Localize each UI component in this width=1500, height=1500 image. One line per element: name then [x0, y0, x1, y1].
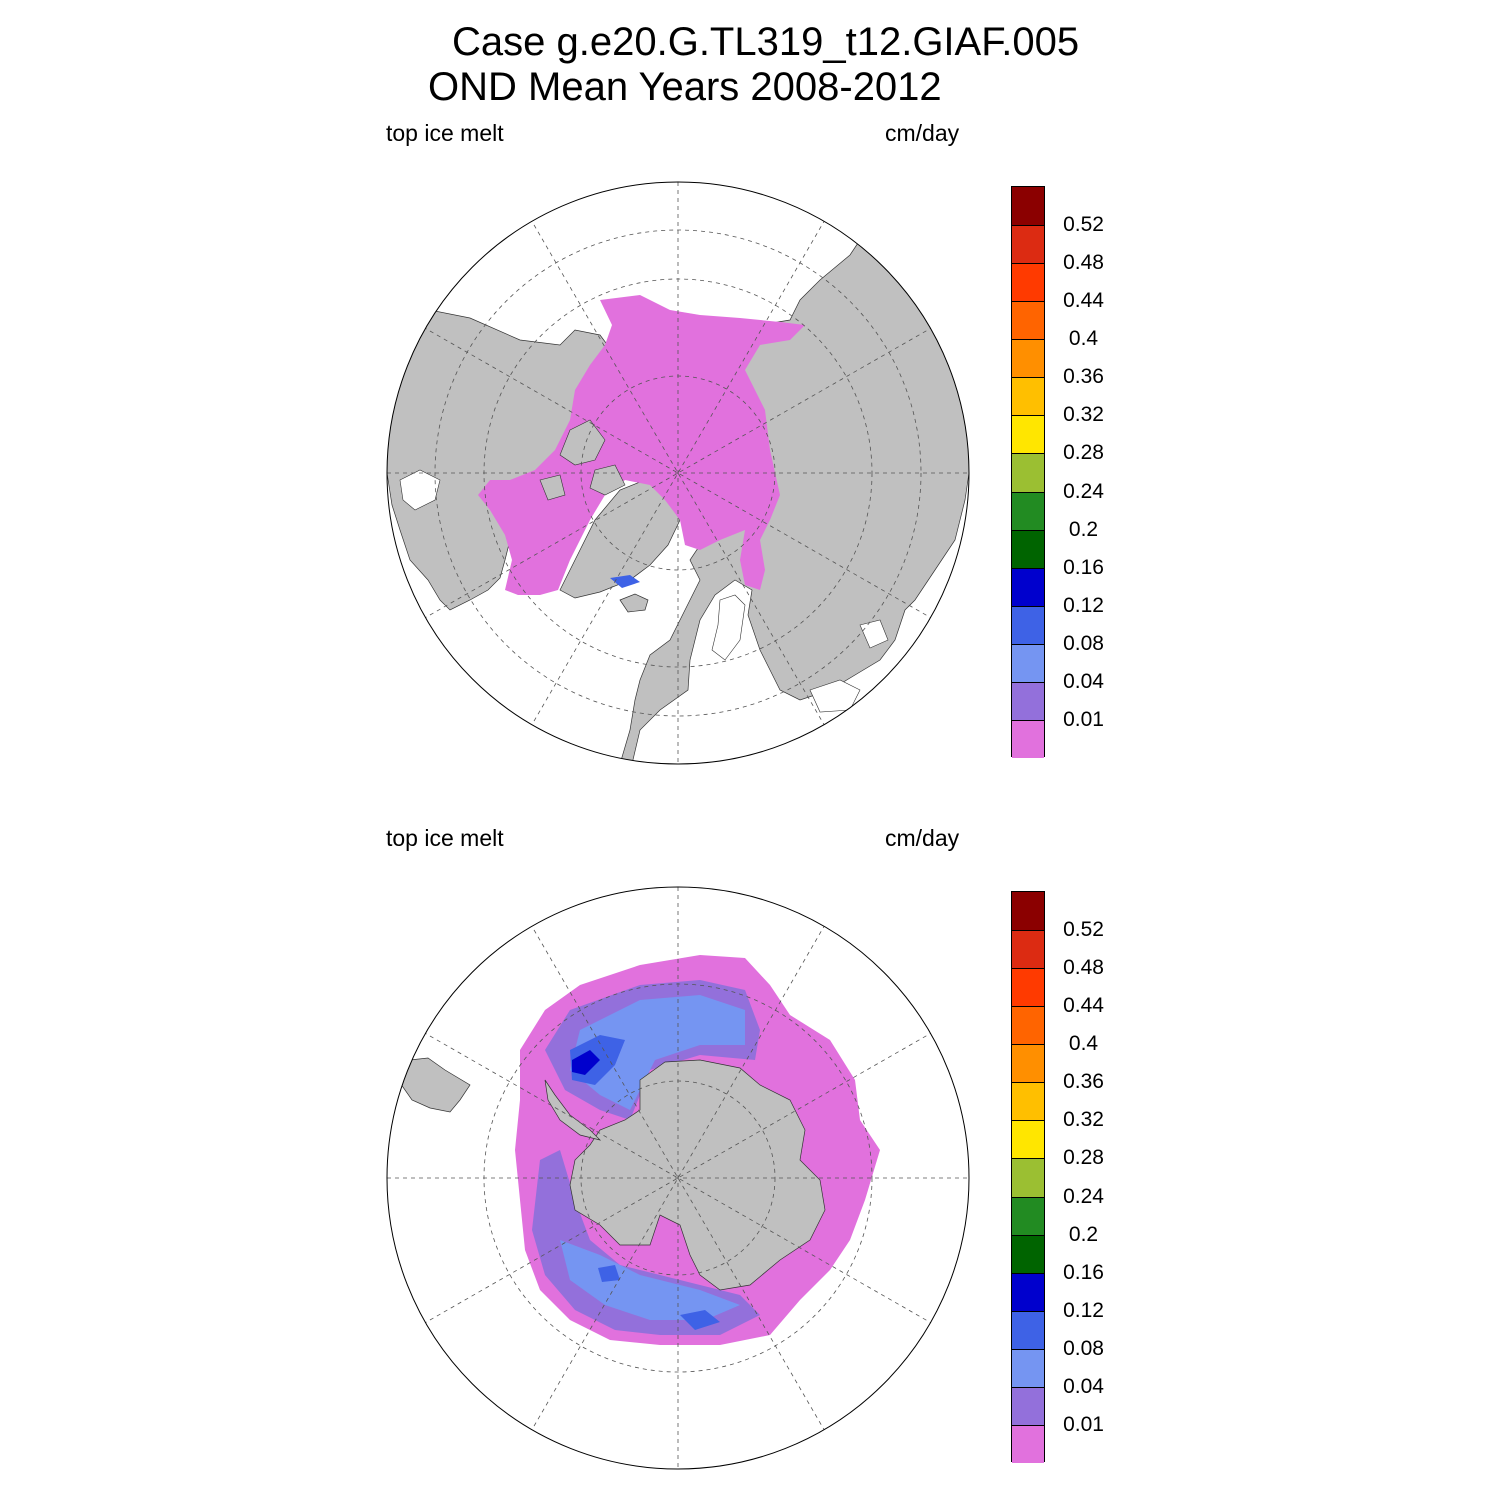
colorbar-segment — [1012, 339, 1044, 378]
colorbar-segment — [1012, 415, 1044, 454]
south-graticule — [387, 887, 969, 1469]
colorbar-segment — [1012, 1234, 1044, 1273]
colorbar-segment — [1012, 930, 1044, 969]
colorbar-label: 0.32 — [1063, 403, 1104, 427]
colorbar-segment — [1012, 719, 1044, 758]
colorbar-label: 0.36 — [1063, 365, 1104, 389]
colorbar-label: 0.36 — [1063, 1070, 1104, 1094]
figure-title-line1: Case g.e20.G.TL319_t12.GIAF.005 — [452, 20, 1080, 64]
colorbar-segment — [1012, 187, 1044, 226]
colorbar-label: 0.16 — [1063, 555, 1104, 579]
colorbar-segment — [1012, 301, 1044, 340]
north-graticule — [387, 182, 969, 764]
colorbar-segment — [1012, 1272, 1044, 1311]
colorbar-label: 0.12 — [1063, 593, 1104, 617]
colorbar-segment — [1012, 1120, 1044, 1159]
colorbar-segment — [1012, 1348, 1044, 1387]
colorbar-segment — [1012, 643, 1044, 682]
colorbar-segment — [1012, 605, 1044, 644]
colorbar-label: 0.24 — [1063, 1184, 1104, 1208]
colorbar-label: 0.04 — [1063, 1374, 1104, 1398]
south-map-border — [386, 886, 970, 1470]
colorbar-label: 0.4 — [1068, 1032, 1099, 1056]
colorbar-segment — [1012, 529, 1044, 568]
colorbar-label: 0.32 — [1063, 1108, 1104, 1132]
colorbar-label: 0.44 — [1063, 289, 1104, 313]
colorbar-segment — [1012, 1006, 1044, 1045]
colorbar-label: 0.01 — [1063, 1412, 1104, 1436]
south-polar-map — [387, 887, 969, 1469]
figure-title-line2: OND Mean Years 2008-2012 — [428, 65, 942, 109]
colorbar-segment — [1012, 1386, 1044, 1425]
colorbar-frame — [1011, 186, 1045, 758]
colorbar-segment — [1012, 567, 1044, 606]
colorbar-segment — [1012, 1424, 1044, 1463]
colorbar-label: 0.48 — [1063, 251, 1104, 275]
south-panel-units-label: cm/day — [885, 825, 960, 851]
north-panel-left-label: top ice melt — [386, 120, 504, 146]
colorbar-segment — [1012, 1196, 1044, 1235]
colorbar-label: 0.04 — [1063, 669, 1104, 693]
colorbar-segment — [1012, 1082, 1044, 1121]
north-colorbar: 0.52 0.48 0.44 0.4 0.36 0.32 0.28 0.24 0.2 0.16 0.… — [1011, 186, 1104, 758]
colorbar-label: 0.24 — [1063, 479, 1104, 503]
colorbar-segment — [1012, 225, 1044, 264]
colorbar-frame — [1011, 891, 1045, 1463]
north-polar-map — [387, 182, 969, 764]
colorbar-label: 0.44 — [1063, 994, 1104, 1018]
south-colorbar: 0.52 0.48 0.44 0.4 0.36 0.32 0.28 0.24 0.2 0.16 0.… — [1011, 891, 1104, 1463]
south-panel-left-label: top ice melt — [386, 825, 504, 851]
colorbar-label: 0.08 — [1063, 1336, 1104, 1360]
colorbar-label: 0.2 — [1068, 1222, 1099, 1246]
colorbar-label: 0.08 — [1063, 631, 1104, 655]
colorbar-label: 0.48 — [1063, 956, 1104, 980]
colorbar-segment — [1012, 1158, 1044, 1197]
north-panel-units-label: cm/day — [885, 120, 960, 146]
colorbar-label: 0.28 — [1063, 441, 1104, 465]
colorbar-segment — [1012, 263, 1044, 302]
antarctica-land — [569, 1059, 826, 1291]
colorbar-label: 0.52 — [1063, 213, 1104, 237]
iceland-land — [619, 593, 649, 613]
colorbar-segment — [1012, 377, 1044, 416]
colorbar-label: 0.4 — [1068, 327, 1099, 351]
north-map-border — [386, 181, 970, 765]
colorbar-label: 0.16 — [1063, 1260, 1104, 1284]
colorbar-label: 0.01 — [1063, 707, 1104, 731]
colorbar-segment — [1012, 1044, 1044, 1083]
colorbar-segment — [1012, 681, 1044, 720]
colorbar-segment — [1012, 968, 1044, 1007]
colorbar-label: 0.52 — [1063, 918, 1104, 942]
colorbar-label: 0.28 — [1063, 1146, 1104, 1170]
south-america-land — [397, 1057, 471, 1113]
colorbar-segment — [1012, 491, 1044, 530]
colorbar-segment — [1012, 1310, 1044, 1349]
north-sea-ice — [478, 295, 805, 595]
colorbar-label: 0.2 — [1068, 517, 1099, 541]
colorbar-segment — [1012, 453, 1044, 492]
colorbar-segment — [1012, 892, 1044, 931]
colorbar-label: 0.12 — [1063, 1298, 1104, 1322]
